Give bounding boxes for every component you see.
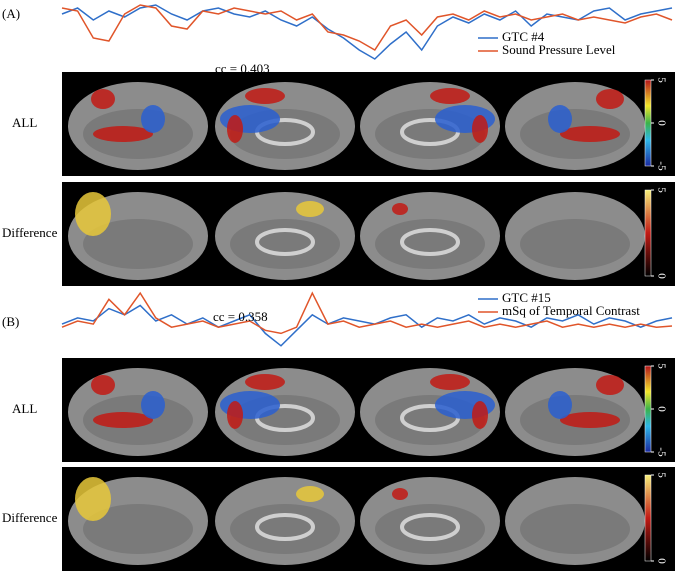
- brain-shade: [230, 219, 340, 269]
- colorbar-tick-label: 0: [655, 558, 667, 564]
- legend-label: Sound Pressure Level: [502, 42, 616, 57]
- activation: [91, 375, 115, 395]
- legend-label: GTC #15: [502, 290, 551, 305]
- activation: [392, 488, 408, 500]
- activation: [430, 374, 470, 390]
- activation: [596, 375, 624, 395]
- activation: [93, 126, 153, 142]
- colorbar: [644, 79, 652, 167]
- activation: [227, 115, 243, 143]
- colorbar-tick-label: 5: [655, 363, 667, 369]
- activation: [596, 89, 624, 109]
- activation: [75, 477, 111, 521]
- panel-label: (B): [2, 314, 19, 329]
- colorbar-tick-label: 5: [655, 187, 667, 193]
- activation: [91, 89, 115, 109]
- legend-label: GTC #4: [502, 29, 545, 44]
- activation: [93, 412, 153, 428]
- colorbar-tick-label: 0: [655, 273, 667, 279]
- activation: [392, 203, 408, 215]
- colorbar: [644, 474, 652, 562]
- activation: [245, 88, 285, 104]
- brain-shade: [375, 504, 485, 554]
- activation: [560, 412, 620, 428]
- time-series-line: [61, 4, 673, 60]
- activation: [548, 105, 572, 133]
- row-label: ALL: [12, 115, 37, 130]
- panel-label: (A): [2, 6, 20, 21]
- colorbar-ticks: 50: [651, 187, 667, 279]
- cc-label: cc = 0.358: [213, 309, 268, 324]
- activation: [141, 391, 165, 419]
- corpus: [400, 228, 460, 256]
- colorbar-tick-label: 5: [655, 77, 667, 83]
- legend-label: mSq of Temporal Contrast: [502, 303, 640, 318]
- colorbar: [644, 365, 652, 453]
- row-label: Difference: [2, 510, 58, 525]
- brain-shade: [520, 219, 630, 269]
- activation: [472, 115, 488, 143]
- corpus: [400, 513, 460, 541]
- activation: [245, 374, 285, 390]
- colorbar-ticks: 50: [651, 472, 667, 564]
- colorbar-tick-label: 0: [655, 406, 667, 412]
- activation: [141, 105, 165, 133]
- activation: [560, 126, 620, 142]
- time-series-line: [61, 4, 673, 52]
- colorbar-tick-label: 0: [655, 120, 667, 126]
- activation: [430, 88, 470, 104]
- activation: [548, 391, 572, 419]
- row-label: Difference: [2, 225, 58, 240]
- brain-shade: [520, 504, 630, 554]
- time-series-line: [61, 304, 673, 347]
- row-label: ALL: [12, 401, 37, 416]
- activation: [296, 486, 324, 502]
- colorbar: [644, 189, 652, 277]
- colorbar-tick-label: -5: [655, 447, 667, 457]
- brain-shade: [230, 504, 340, 554]
- time-series-line: [61, 291, 673, 335]
- activation: [296, 201, 324, 217]
- activation: [227, 401, 243, 429]
- colorbar-ticks: 5 0 -5: [651, 363, 667, 457]
- colorbar-tick-label: -5: [655, 161, 667, 171]
- colorbar-tick-label: 5: [655, 472, 667, 478]
- corpus: [255, 513, 315, 541]
- activation: [472, 401, 488, 429]
- corpus: [255, 228, 315, 256]
- brain-shade: [83, 219, 193, 269]
- brain-shade: [83, 504, 193, 554]
- colorbar-ticks: 5 0 -5: [651, 77, 667, 171]
- brain-shade: [375, 219, 485, 269]
- activation: [75, 192, 111, 236]
